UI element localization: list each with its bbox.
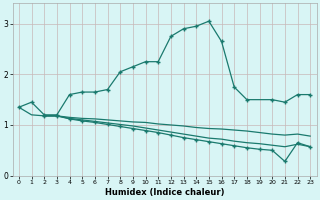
X-axis label: Humidex (Indice chaleur): Humidex (Indice chaleur)	[105, 188, 224, 197]
